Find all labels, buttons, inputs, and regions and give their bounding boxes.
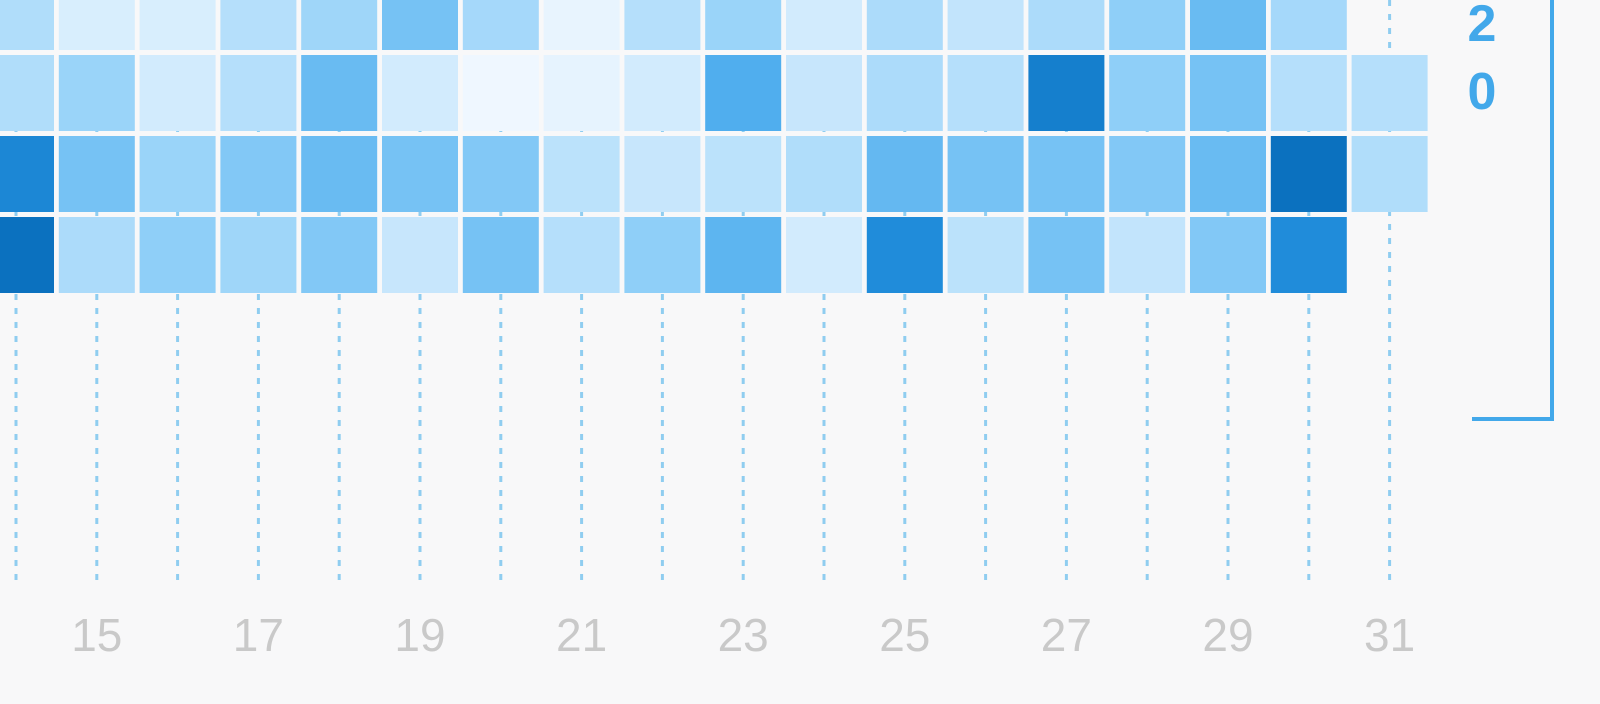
side-digit-1: 2 — [1467, 0, 1497, 53]
heatmap-cell-r2-d17[interactable] — [220, 55, 297, 131]
side-digit-2: 0 — [1467, 63, 1497, 121]
heatmap-cell-r4-d28[interactable] — [1109, 217, 1186, 293]
heatmap-cell-r3-d14[interactable] — [0, 136, 54, 212]
heatmap-cell-r3-d23[interactable] — [705, 136, 782, 212]
heatmap-cell-r1-d16[interactable] — [139, 0, 216, 50]
heatmap-cell-r1-d17[interactable] — [220, 0, 297, 50]
heatmap-cell-r4-d23[interactable] — [705, 217, 782, 293]
heatmap-cell-r4-d16[interactable] — [139, 217, 216, 293]
heatmap-cell-r4-d24[interactable] — [786, 217, 862, 293]
heatmap-cell-r4-d26[interactable] — [947, 217, 1024, 293]
heatmap-cell-r1-d19[interactable] — [382, 0, 458, 50]
heatmap-cell-r3-d26[interactable] — [947, 136, 1024, 212]
heatmap-cell-r2-d15[interactable] — [58, 55, 135, 131]
heatmap-cell-r3-d24[interactable] — [786, 136, 862, 212]
heatmap-cell-r3-d17[interactable] — [220, 136, 297, 212]
heatmap-cell-r3-d21[interactable] — [543, 136, 620, 212]
x-tick-label-27: 27 — [1040, 609, 1092, 661]
heatmap-cell-r4-d14[interactable] — [0, 217, 54, 293]
heatmap-cell-r4-d22[interactable] — [624, 217, 701, 293]
x-tick-label-19: 19 — [394, 609, 446, 661]
heatmap-cell-r1-d18[interactable] — [301, 0, 378, 50]
heatmap-cell-r3-d20[interactable] — [462, 136, 539, 212]
heatmap-cell-r2-d24[interactable] — [786, 55, 862, 131]
heatmap-cell-r1-d20[interactable] — [462, 0, 539, 50]
heatmap-cell-r4-d29[interactable] — [1190, 217, 1266, 293]
x-tick-label-23: 23 — [717, 609, 769, 661]
heatmap-cell-r2-d22[interactable] — [624, 55, 701, 131]
heatmap-cell-r4-d18[interactable] — [301, 217, 378, 293]
heatmap-cell-r1-d26[interactable] — [947, 0, 1024, 50]
heatmap-cell-r1-d25[interactable] — [866, 0, 943, 50]
x-tick-label-17: 17 — [232, 609, 284, 661]
heatmap-cell-r4-d15[interactable] — [58, 217, 135, 293]
heatmap-cells — [0, 0, 1428, 293]
heatmap-cell-r4-d25[interactable] — [866, 217, 943, 293]
x-tick-label-21: 21 — [556, 609, 608, 661]
heatmap-cell-r1-d14[interactable] — [0, 0, 54, 50]
heatmap-cell-r1-d27[interactable] — [1028, 0, 1105, 50]
heatmap-cell-r2-d26[interactable] — [947, 55, 1024, 131]
heatmap-cell-r1-d24[interactable] — [786, 0, 862, 50]
heatmap-cell-r4-d17[interactable] — [220, 217, 297, 293]
heatmap-cell-r2-d29[interactable] — [1190, 55, 1266, 131]
heatmap-cell-r1-d30[interactable] — [1270, 0, 1347, 50]
heatmap-cell-r3-d27[interactable] — [1028, 136, 1105, 212]
heatmap-cell-r3-d31[interactable] — [1351, 136, 1428, 212]
heatmap-cell-r3-d19[interactable] — [382, 136, 458, 212]
heatmap-cell-r2-d27[interactable] — [1028, 55, 1105, 131]
heatmap-cell-r2-d19[interactable] — [382, 55, 458, 131]
heatmap-cell-r2-d18[interactable] — [301, 55, 378, 131]
heatmap-cell-r2-d21[interactable] — [543, 55, 620, 131]
heatmap-cell-r4-d20[interactable] — [462, 217, 539, 293]
heatmap-cell-r2-d31[interactable] — [1351, 55, 1428, 131]
heatmap-cell-r2-d25[interactable] — [866, 55, 943, 131]
heatmap-cell-r1-d23[interactable] — [705, 0, 782, 50]
heatmap-cell-r1-d22[interactable] — [624, 0, 701, 50]
heatmap-cell-r3-d30[interactable] — [1270, 136, 1347, 212]
heatmap-cell-r2-d20[interactable] — [462, 55, 539, 131]
heatmap-cell-r3-d28[interactable] — [1109, 136, 1186, 212]
heatmap-cell-r3-d25[interactable] — [866, 136, 943, 212]
x-tick-label-29: 29 — [1202, 609, 1254, 661]
heatmap-cell-r1-d28[interactable] — [1109, 0, 1186, 50]
heatmap-cell-r4-d19[interactable] — [382, 217, 458, 293]
heatmap-cell-r2-d16[interactable] — [139, 55, 216, 131]
x-tick-label-31: 31 — [1364, 609, 1416, 661]
heatmap-cell-r4-d30[interactable] — [1270, 217, 1347, 293]
heatmap-cell-r3-d15[interactable] — [58, 136, 135, 212]
x-tick-label-25: 25 — [879, 609, 931, 661]
heatmap-cell-r3-d22[interactable] — [624, 136, 701, 212]
heatmap-cell-r1-d29[interactable] — [1190, 0, 1266, 50]
side-bracket — [1472, 0, 1554, 421]
heatmap-cell-r1-d15[interactable] — [58, 0, 135, 50]
heatmap-cell-r3-d16[interactable] — [139, 136, 216, 212]
heatmap-cell-r3-d18[interactable] — [301, 136, 378, 212]
x-tick-label-15: 15 — [71, 609, 123, 661]
heatmap-cell-r4-d21[interactable] — [543, 217, 620, 293]
heatmap-cell-r3-d29[interactable] — [1190, 136, 1266, 212]
heatmap-cell-r2-d14[interactable] — [0, 55, 54, 131]
heatmap-cell-r1-d21[interactable] — [543, 0, 620, 50]
heatmap-cell-r4-d27[interactable] — [1028, 217, 1105, 293]
heatmap-cell-r2-d28[interactable] — [1109, 55, 1186, 131]
heatmap-cell-r2-d23[interactable] — [705, 55, 782, 131]
heatmap-cell-r2-d30[interactable] — [1270, 55, 1347, 131]
